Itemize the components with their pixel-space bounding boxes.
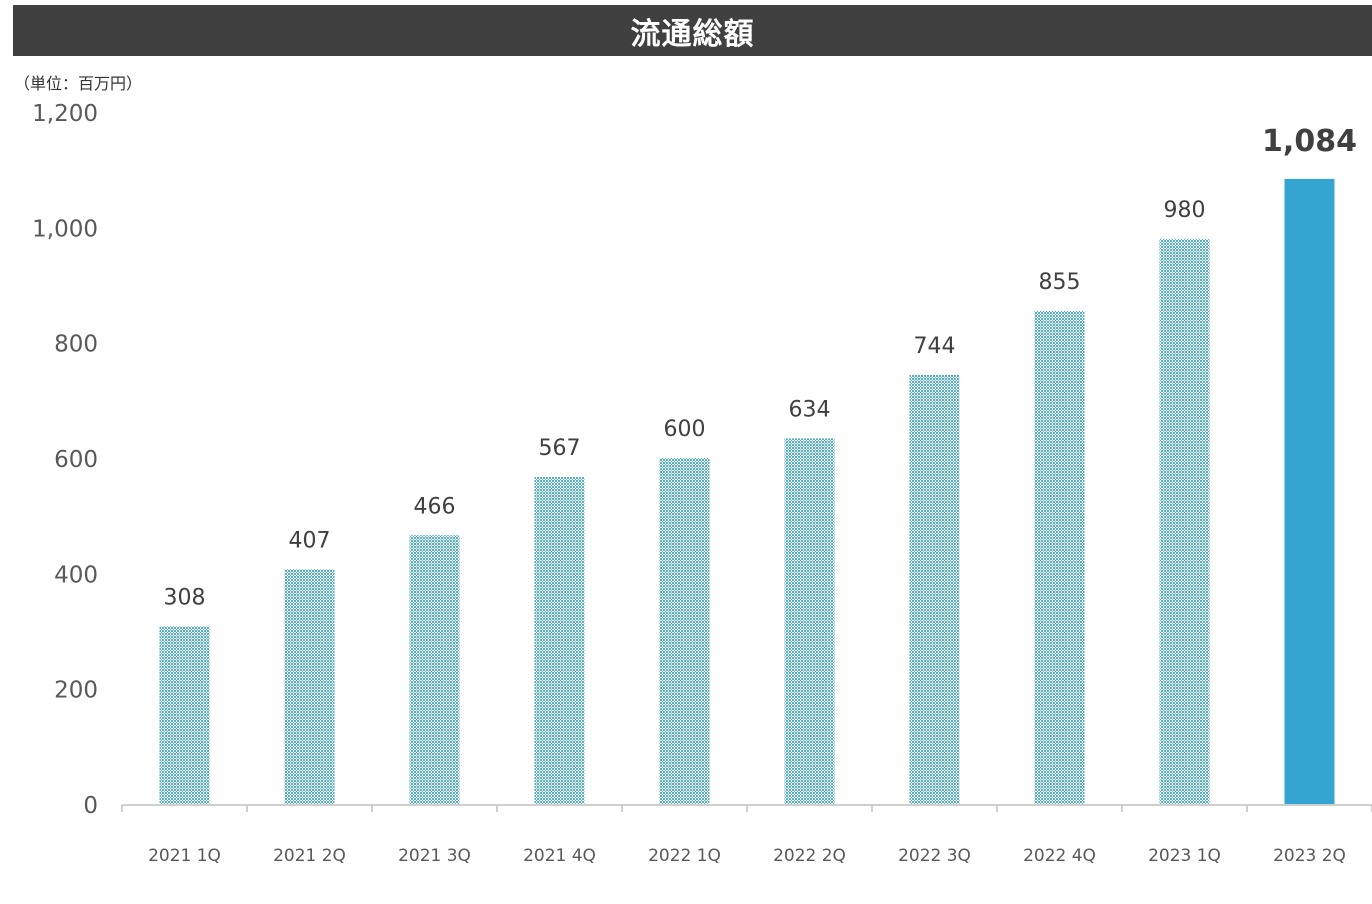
unit-label: （単位：百万円） bbox=[14, 74, 143, 93]
y-tick-label: 0 bbox=[83, 793, 98, 819]
x-tick-label: 2022 1Q bbox=[648, 846, 721, 866]
bar bbox=[784, 438, 835, 804]
chart-title: 流通総額 bbox=[13, 5, 1372, 56]
bar bbox=[159, 626, 210, 804]
y-tick-label: 1,000 bbox=[32, 216, 98, 242]
x-tick-label: 2023 2Q bbox=[1273, 846, 1346, 866]
bar bbox=[1034, 310, 1085, 804]
bar-value-label: 466 bbox=[414, 494, 456, 519]
x-tick-label: 2023 1Q bbox=[1148, 846, 1221, 866]
x-tick-label: 2022 4Q bbox=[1023, 846, 1096, 866]
bar bbox=[909, 374, 960, 804]
bar-value-label: 634 bbox=[789, 397, 831, 422]
x-tick-label: 2021 1Q bbox=[148, 846, 221, 866]
bar-value-label: 567 bbox=[539, 436, 581, 461]
bars-group bbox=[159, 178, 1335, 805]
bar-value-label: 1,084 bbox=[1262, 124, 1357, 159]
bar-value-label: 407 bbox=[289, 528, 331, 553]
bar bbox=[1159, 238, 1210, 804]
bar-value-label: 308 bbox=[164, 585, 206, 610]
bar-value-label: 980 bbox=[1164, 198, 1206, 223]
value-labels-group: 308 407 466 567 600 634 744 855 980 1,084 bbox=[164, 124, 1357, 610]
x-tick-label: 2021 3Q bbox=[398, 846, 471, 866]
y-tick-label: 600 bbox=[54, 447, 98, 473]
y-axis-ticks: 0 200 400 600 800 1,000 1,200 bbox=[32, 101, 98, 819]
bar bbox=[409, 535, 460, 804]
bar bbox=[659, 458, 710, 804]
y-tick-label: 800 bbox=[54, 332, 98, 358]
bar-value-label: 855 bbox=[1039, 270, 1081, 295]
y-tick-label: 200 bbox=[54, 678, 98, 704]
x-tick-label: 2022 2Q bbox=[773, 846, 846, 866]
y-tick-label: 400 bbox=[54, 562, 98, 588]
bar-value-label: 600 bbox=[664, 417, 706, 442]
x-axis: 2021 1Q 2021 2Q 2021 3Q 2021 4Q 2022 1Q 2022 … bbox=[121, 804, 1372, 866]
x-tick-label: 2021 2Q bbox=[273, 846, 346, 866]
x-tick-label: 2021 4Q bbox=[523, 846, 596, 866]
bar-value-label: 744 bbox=[914, 334, 956, 359]
bar bbox=[1284, 178, 1335, 805]
bar bbox=[534, 477, 585, 804]
y-tick-label: 1,200 bbox=[32, 101, 98, 127]
x-tick-label: 2022 3Q bbox=[898, 846, 971, 866]
bar bbox=[284, 569, 335, 804]
